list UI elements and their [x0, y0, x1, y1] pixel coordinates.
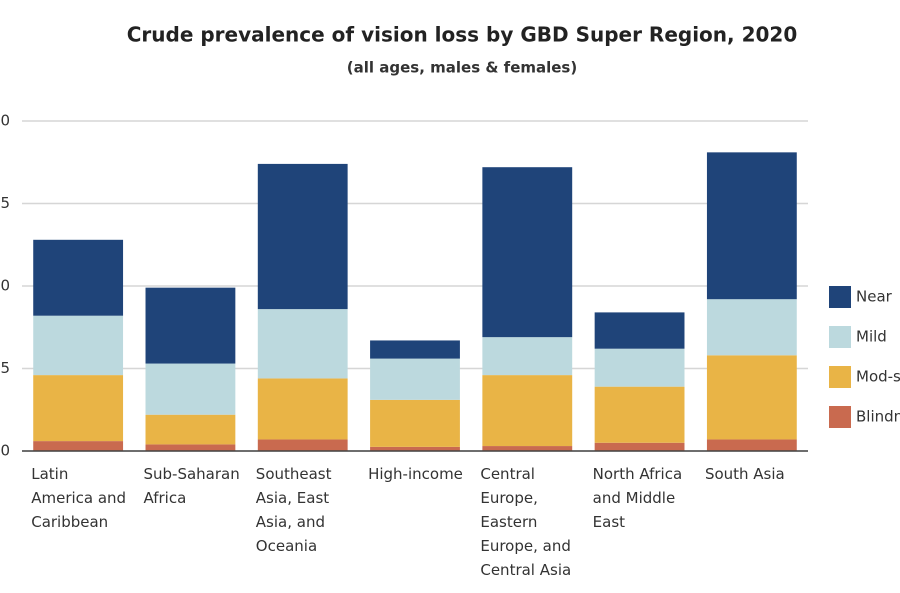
legend-swatch — [829, 406, 851, 428]
x-tick-label: Southeast Asia, East Asia, and Oceania — [256, 465, 332, 555]
legend-swatch — [829, 286, 851, 308]
bar-segment — [482, 167, 573, 338]
bar-segment — [257, 163, 348, 310]
bar-segment — [706, 299, 797, 356]
bar-segment — [370, 358, 460, 400]
bar-segment — [257, 309, 348, 379]
chart-title: Crude prevalence of vision loss by GBD S… — [127, 23, 798, 47]
y-tick-label: 20 — [0, 112, 10, 130]
legend-swatch — [829, 326, 851, 348]
legend-label: Near — [856, 288, 893, 306]
x-tick-label: Sub-Saharan Africa — [144, 465, 240, 507]
bar-segment — [482, 446, 573, 451]
y-tick-label: 10 — [0, 277, 10, 295]
chart-subtitle: (all ages, males & females) — [347, 59, 577, 77]
bar-segment — [594, 312, 685, 349]
x-tick-label: North Africa and Middle East — [593, 465, 683, 531]
bar-segment — [482, 375, 573, 447]
bar-segment — [145, 444, 236, 451]
legend-label: Mild — [856, 328, 887, 346]
bar-segment — [33, 315, 124, 376]
bar-segment — [594, 386, 685, 443]
y-tick-label: 5 — [0, 359, 10, 377]
x-tick-label: High-income — [368, 465, 463, 483]
x-tick-label: Latin America and Caribbean — [31, 465, 126, 531]
y-tick-label: 15 — [0, 194, 10, 212]
bar-segment — [594, 348, 685, 387]
bar-segment — [33, 375, 124, 442]
x-tick-label: Central Europe, Eastern Europe, and Central … — [480, 465, 571, 579]
bar-segment — [145, 363, 236, 415]
bar-segment — [370, 399, 460, 447]
bar-segment — [145, 414, 236, 445]
bar-segment — [370, 446, 460, 451]
bar-segment — [482, 337, 573, 376]
bar-segment — [33, 441, 124, 451]
bar-segment — [706, 152, 797, 300]
bar-segment — [370, 340, 460, 359]
legend-label: Blindness — [856, 408, 900, 426]
bar-segment — [257, 439, 348, 451]
bar-segment — [257, 378, 348, 440]
y-tick-label: 0 — [0, 442, 10, 460]
bar-segment — [145, 287, 236, 364]
bar-segment — [706, 355, 797, 440]
bar-segment — [594, 442, 685, 451]
legend-label: Mod-severe — [856, 368, 900, 386]
bar-segment — [706, 439, 797, 451]
legend-swatch — [829, 366, 851, 388]
bar-segment — [33, 239, 124, 316]
x-tick-label: South Asia — [705, 465, 785, 483]
